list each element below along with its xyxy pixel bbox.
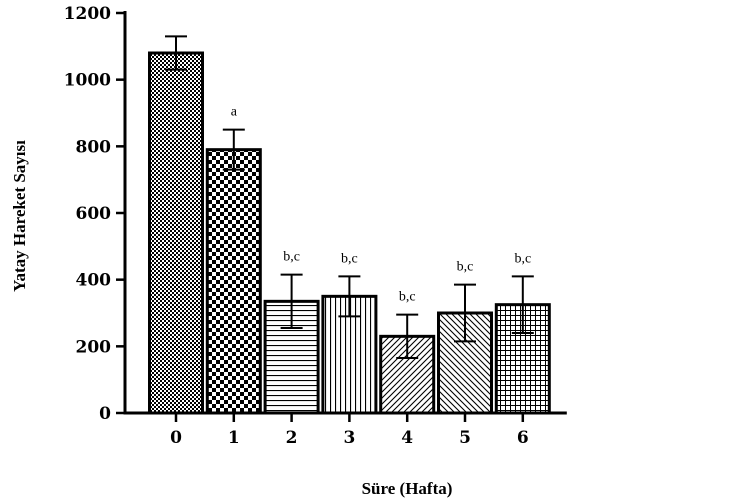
y-tick-label: 200 [76, 337, 112, 357]
x-tick-label: 4 [401, 428, 413, 448]
x-tick-label: 6 [517, 428, 529, 448]
significance-label: a [231, 105, 238, 120]
bars-group [148, 51, 551, 415]
significance-label: b,c [514, 251, 531, 266]
x-tick-label: 2 [286, 428, 298, 448]
x-tick-label: 1 [228, 428, 240, 448]
bar [263, 299, 320, 415]
y-axis-title: Yatay Hareket Sayısı [10, 140, 29, 292]
y-tick-label: 0 [99, 404, 111, 424]
x-axis-title: Süre (Hafta) [362, 479, 453, 498]
significance-label: b,c [457, 260, 474, 275]
annotations-group: a b,c b,c b,c b,c b,c [231, 105, 531, 305]
error-bars-group [165, 35, 534, 359]
significance-label: b,c [341, 251, 358, 266]
bar [379, 334, 436, 415]
x-tick-label: 5 [459, 428, 471, 448]
significance-label: b,c [283, 250, 300, 265]
y-tick-label: 1000 [64, 71, 111, 91]
bar [148, 51, 204, 415]
y-tick-label: 1200 [64, 4, 111, 24]
significance-label: b,c [399, 290, 416, 305]
y-axis: 0 200 400 600 800 1000 1200 [64, 4, 127, 424]
x-tick-label: 3 [343, 428, 355, 448]
y-tick-label: 600 [76, 204, 112, 224]
bar [205, 148, 262, 415]
y-tick-label: 800 [76, 137, 112, 157]
y-tick-label: 400 [76, 271, 112, 291]
x-axis: 0 1 2 3 4 5 6 [123, 411, 567, 448]
x-tick-label: 0 [170, 428, 182, 448]
